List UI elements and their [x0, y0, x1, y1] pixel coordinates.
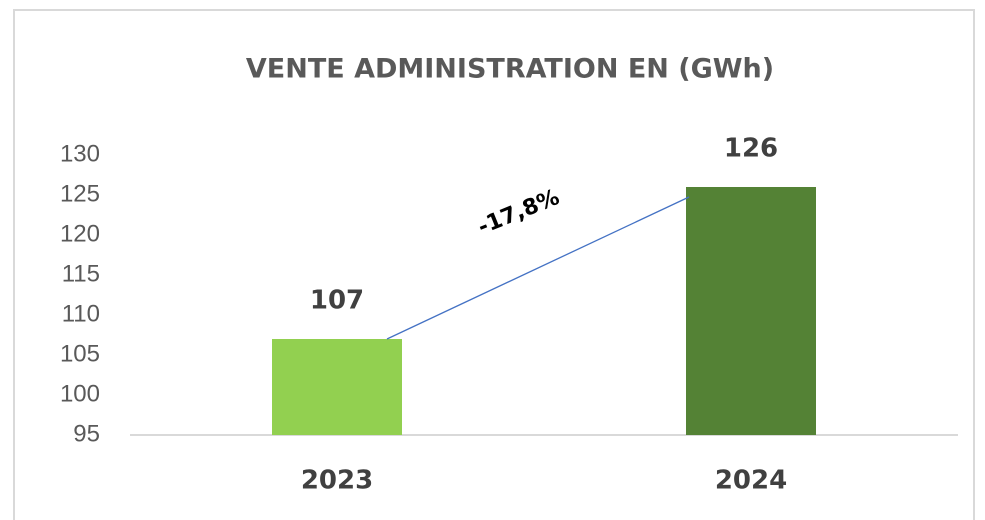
data-label: 107 [310, 286, 364, 316]
bar [686, 187, 816, 435]
y-tick-label: 130 [60, 140, 100, 167]
chart-border [13, 9, 975, 520]
y-tick-label: 110 [62, 300, 100, 327]
y-tick-label: 120 [60, 220, 100, 247]
chart-title: VENTE ADMINISTRATION EN (GWh) [246, 54, 774, 85]
y-tick-label: 100 [60, 380, 100, 407]
x-tick-label: 2024 [715, 466, 787, 496]
y-tick-label: 115 [62, 260, 100, 287]
data-label: 126 [724, 134, 778, 164]
x-tick-label: 2023 [301, 466, 373, 496]
y-tick-label: 105 [60, 340, 100, 367]
connector-line [386, 196, 690, 340]
y-tick-label: 95 [73, 420, 100, 447]
y-tick-label: 125 [60, 180, 100, 207]
bar [272, 339, 402, 435]
